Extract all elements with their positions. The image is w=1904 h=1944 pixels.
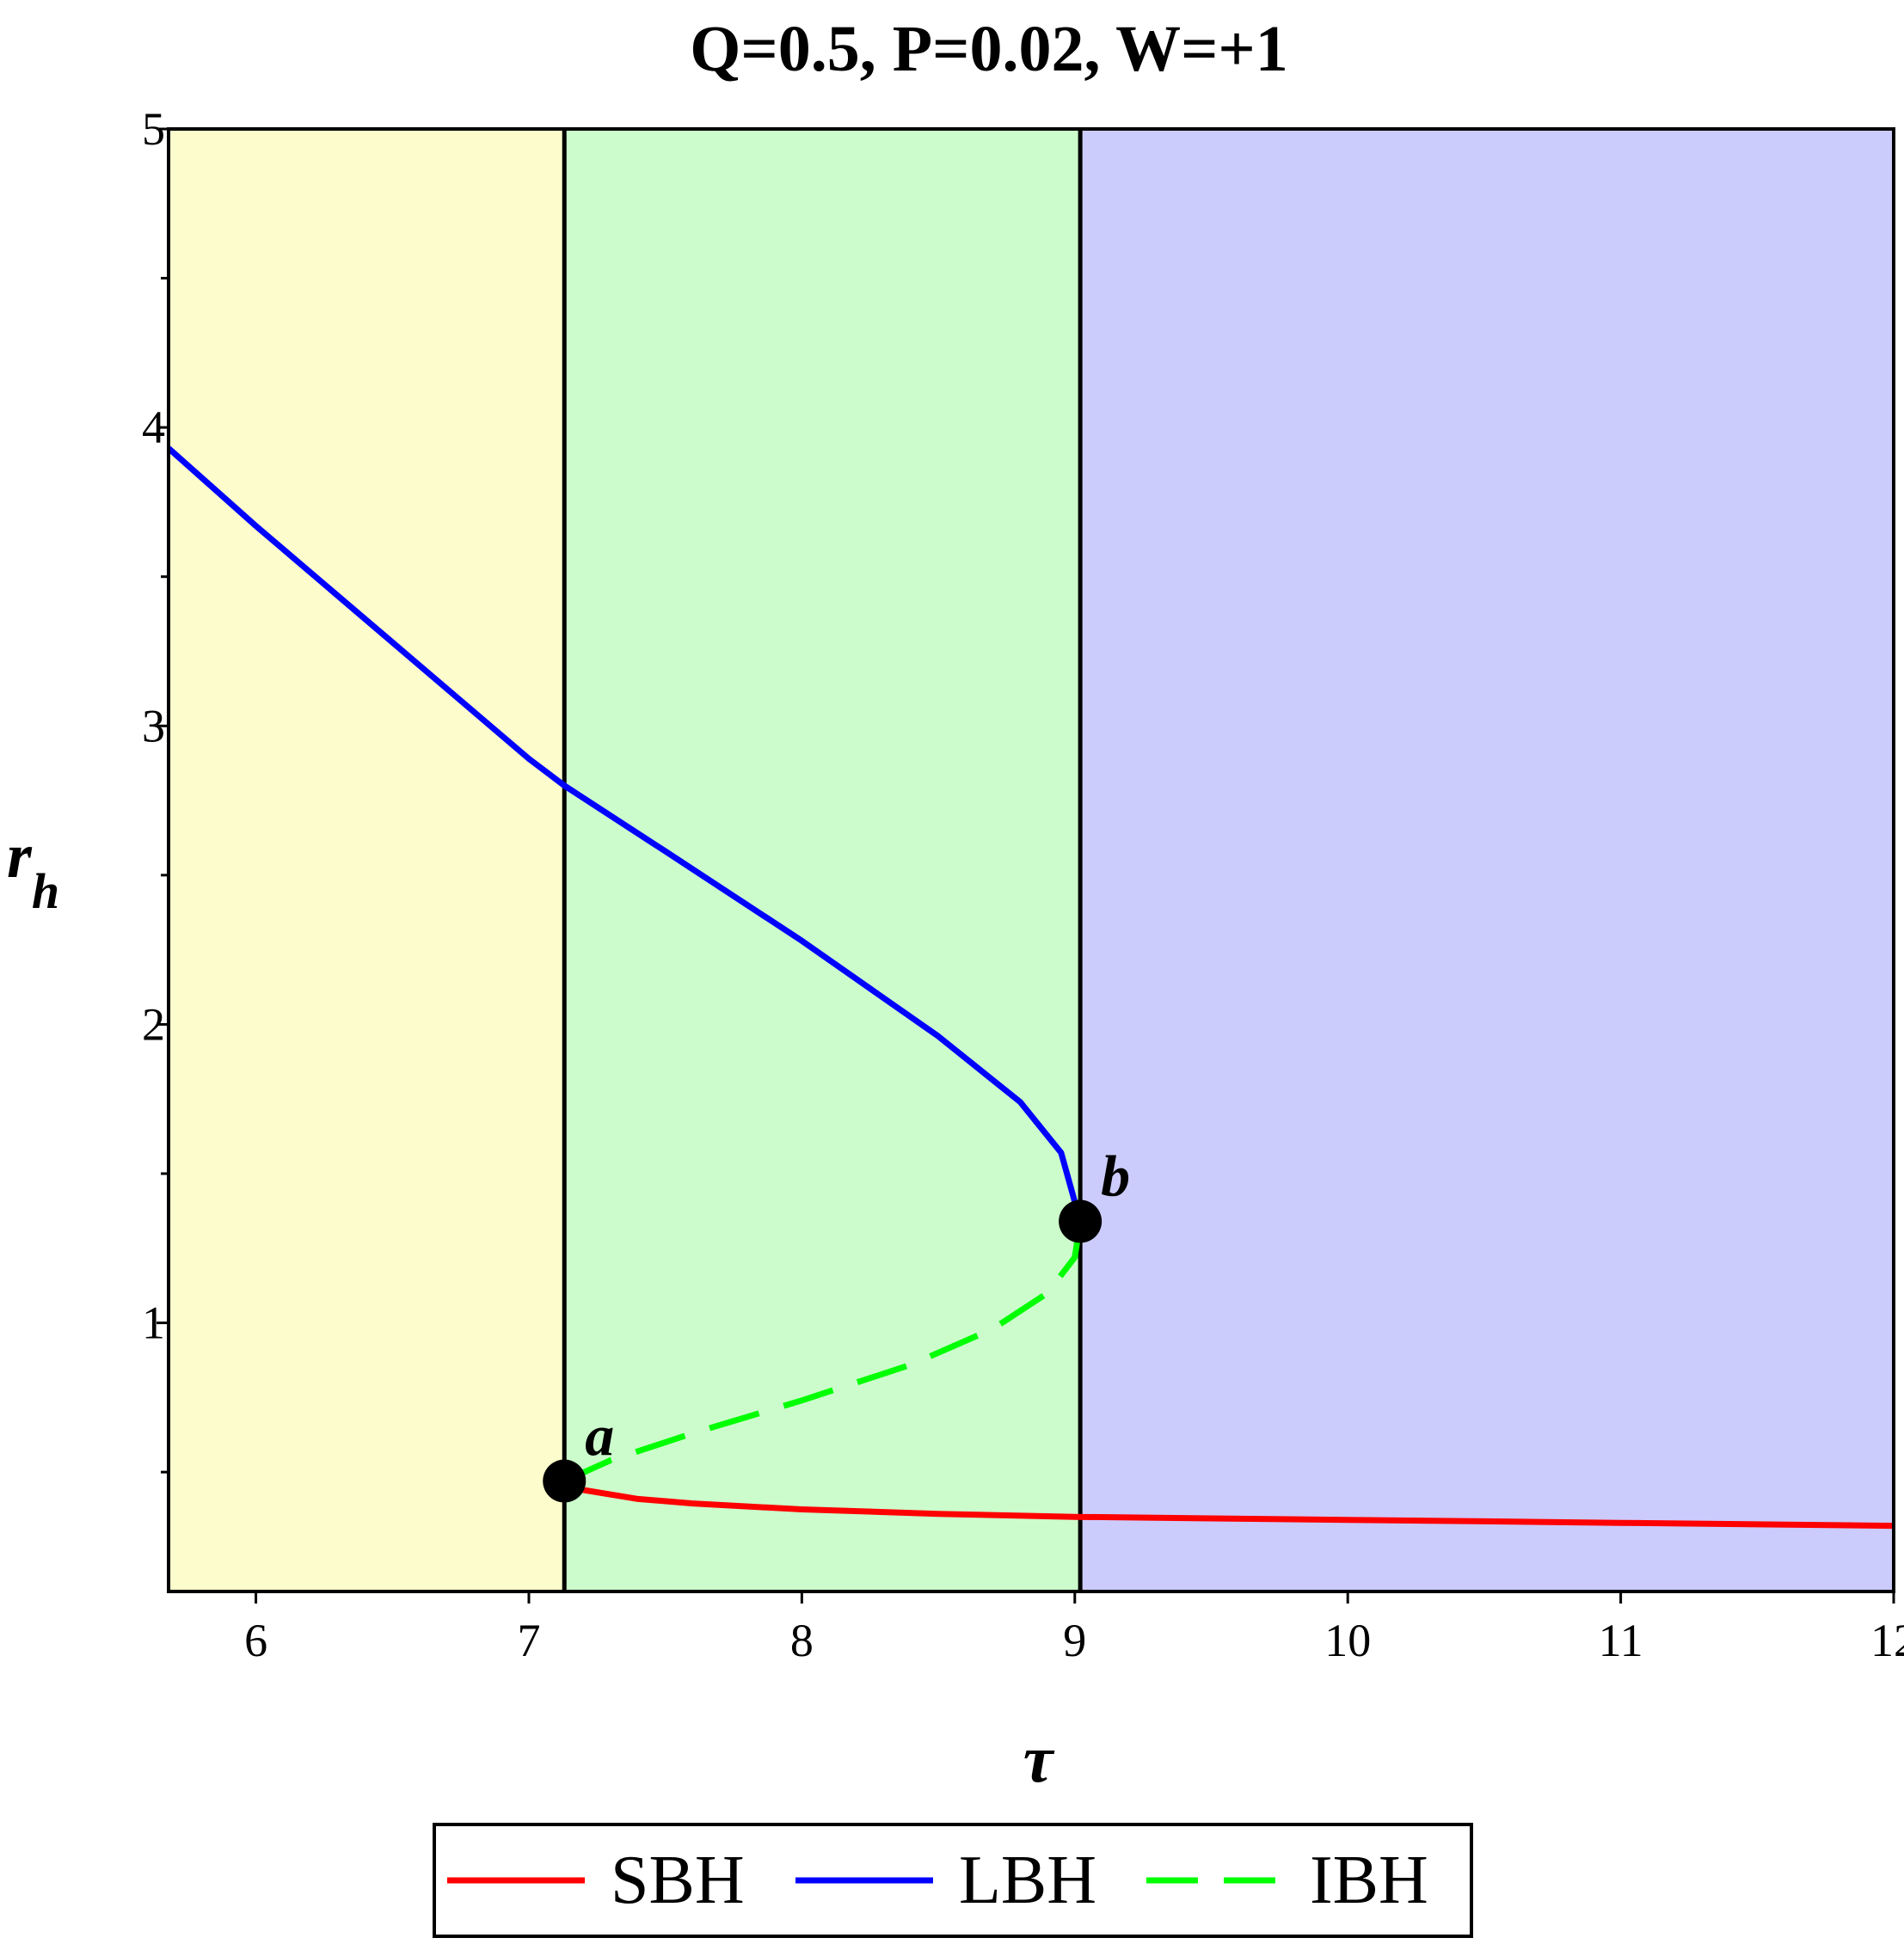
x-tick-label: 6: [244, 1615, 267, 1666]
x-axis: 6 7 8 9 10 11 12: [244, 1591, 1904, 1666]
region-3: [1080, 129, 1894, 1591]
legend: SBH LBH IBH: [433, 1823, 1473, 1938]
y-axis-label-main: r: [7, 821, 33, 892]
point-b-marker: [1059, 1199, 1102, 1243]
series-lines: [166, 445, 1895, 1530]
y-tick-label: 4: [142, 402, 165, 453]
legend-label-sbh: SBH: [611, 1843, 745, 1918]
series-ibh-line: [562, 1220, 1084, 1484]
y-axis: 1 2 3 4 5: [142, 103, 169, 1474]
y-tick-label: 3: [142, 700, 165, 751]
x-tick-label: 7: [517, 1615, 540, 1666]
series-lbh-line: [166, 445, 1084, 1223]
y-axis-label: rh: [7, 821, 59, 919]
legend-box: [433, 1823, 1473, 1938]
legend-label-lbh: LBH: [959, 1843, 1096, 1918]
y-axis-label-sub: h: [32, 863, 59, 919]
y-tick-label: 1: [142, 1297, 165, 1349]
plot-frame: [167, 127, 1895, 1593]
series-sbh-line: [562, 1478, 1895, 1530]
x-tick-label: 11: [1599, 1615, 1643, 1666]
legend-label-ibh: IBH: [1310, 1843, 1428, 1918]
point-a-label: a: [585, 1403, 614, 1469]
y-tick-label: 2: [142, 998, 165, 1050]
region-2: [564, 129, 1081, 1591]
x-tick-label: 8: [790, 1615, 814, 1666]
point-a-marker: [543, 1459, 587, 1503]
y-tick-label: 5: [142, 103, 165, 155]
region-boundaries: [562, 129, 1083, 1591]
x-tick-label: 9: [1063, 1615, 1086, 1666]
shaded-regions: [169, 129, 1894, 1591]
chart-title: Q=0.5, P=0.02, W=+1: [690, 13, 1287, 85]
point-b-label: b: [1101, 1144, 1130, 1209]
x-tick-label: 10: [1324, 1615, 1371, 1666]
x-axis-label: τ: [1023, 1721, 1055, 1796]
x-tick-label: 12: [1870, 1615, 1904, 1666]
critical-points: ab: [543, 1144, 1130, 1503]
region-1: [169, 129, 565, 1591]
